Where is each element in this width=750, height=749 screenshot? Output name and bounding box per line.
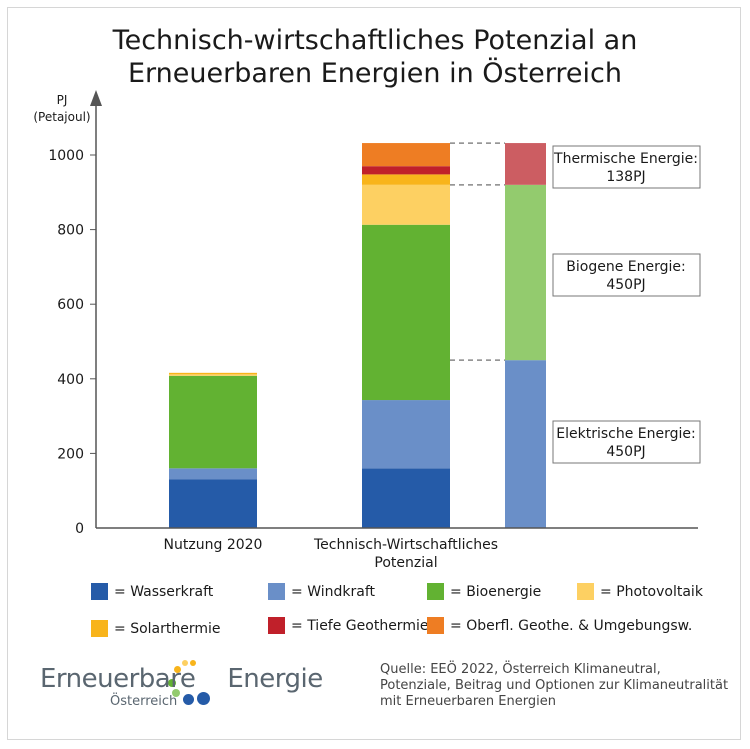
bar-segment bbox=[362, 224, 450, 401]
legend-prefix: = bbox=[450, 617, 462, 634]
logo-dot bbox=[172, 689, 180, 697]
y-tick-label: 0 bbox=[75, 521, 84, 537]
legend-item-wasserkraft: = Wasserkraft bbox=[91, 583, 213, 600]
logo-wordmark: Erneuerbare Energie bbox=[40, 664, 323, 694]
y-tick-label: 200 bbox=[57, 446, 84, 462]
logo-dot bbox=[168, 679, 176, 687]
logo-word-2: Energie bbox=[227, 664, 323, 694]
legend-label: Windkraft bbox=[307, 583, 375, 600]
chart-title: Technisch-wirtschaftliches Potenzial an … bbox=[0, 24, 750, 90]
legend-swatch bbox=[427, 583, 444, 600]
legend-swatch bbox=[577, 583, 594, 600]
bar-segment bbox=[169, 375, 257, 469]
summary-segment bbox=[505, 360, 546, 528]
legend-label: Wasserkraft bbox=[130, 583, 214, 600]
legend-prefix: = bbox=[291, 617, 303, 634]
legend-swatch bbox=[91, 583, 108, 600]
chart-frame bbox=[7, 7, 741, 740]
legend-item-oberfl-geothermie: = Oberfl. Geothe. & Umgebungsw. bbox=[427, 617, 692, 634]
legend-swatch bbox=[268, 583, 285, 600]
legend-swatch bbox=[91, 620, 108, 637]
annotation-label: Thermische Energie: bbox=[553, 151, 698, 167]
annotation-box bbox=[552, 253, 701, 297]
legend-item-photovoltaik: = Photovoltaik bbox=[577, 583, 703, 600]
legend-swatch bbox=[427, 617, 444, 634]
y-tick-label: 400 bbox=[57, 372, 84, 388]
legend-label: Photovoltaik bbox=[616, 583, 703, 600]
bar-segment bbox=[362, 400, 450, 469]
annotation-box bbox=[552, 145, 701, 189]
x-category-label: Nutzung 2020 bbox=[164, 537, 263, 553]
legend-prefix: = bbox=[291, 583, 303, 600]
logo-dot bbox=[174, 666, 181, 673]
legend-item-bioenergie: = Bioenergie bbox=[427, 583, 541, 600]
y-tick-label: 600 bbox=[57, 297, 84, 313]
title-line-2: Erneuerbaren Energien in Österreich bbox=[127, 58, 622, 89]
bar-segment bbox=[169, 374, 257, 376]
legend-prefix: = bbox=[600, 583, 612, 600]
annotation-label: Elektrische Energie: bbox=[556, 426, 695, 442]
bar-segment bbox=[362, 468, 450, 528]
annotation-label: Biogene Energie: bbox=[566, 259, 685, 275]
x-category-label: Potenzial bbox=[374, 555, 437, 571]
legend-label: Bioenergie bbox=[466, 583, 542, 600]
legend-swatch bbox=[268, 617, 285, 634]
legend-label: Solarthermie bbox=[130, 620, 221, 637]
summary-segment bbox=[505, 184, 546, 361]
y-axis-arrow bbox=[90, 90, 102, 106]
bar-segment bbox=[169, 372, 257, 375]
logo-subtitle: Österreich bbox=[110, 694, 178, 709]
bar-segment bbox=[169, 468, 257, 480]
annotation-value: 450PJ bbox=[606, 444, 645, 460]
bar-segment bbox=[169, 479, 257, 528]
legend-item-windkraft: = Windkraft bbox=[268, 583, 375, 600]
legend-label: Tiefe Geothermie bbox=[307, 617, 429, 634]
bar-segment bbox=[362, 166, 450, 175]
x-category-label: Technisch-Wirtschaftliches bbox=[313, 537, 498, 553]
y-axis-label: PJ bbox=[57, 93, 68, 107]
annotation-value: 138PJ bbox=[606, 169, 645, 185]
legend-item-tiefe-geothermie: = Tiefe Geothermie bbox=[268, 617, 428, 634]
logo-dot bbox=[190, 660, 196, 666]
y-tick-label: 1000 bbox=[48, 148, 84, 164]
logo-dot bbox=[183, 694, 194, 705]
legend-prefix: = bbox=[114, 620, 126, 637]
legend-label: Oberfl. Geothe. & Umgebungsw. bbox=[466, 617, 693, 634]
legend-item-solarthermie: = Solarthermie bbox=[91, 620, 221, 637]
bar-segment bbox=[362, 174, 450, 185]
y-axis-label: (Petajoul) bbox=[33, 110, 90, 124]
logo-dot bbox=[182, 660, 188, 666]
bar-segment bbox=[362, 143, 450, 167]
logo-dot bbox=[197, 692, 210, 705]
legend-prefix: = bbox=[450, 583, 462, 600]
logo-word-1: Erneuerbare bbox=[40, 664, 196, 694]
title-line-1: Technisch-wirtschaftliches Potenzial an bbox=[112, 25, 638, 56]
bar-segment bbox=[362, 184, 450, 225]
source-note: Quelle: EEÖ 2022, Österreich Klimaneutra… bbox=[380, 662, 729, 709]
annotation-value: 450PJ bbox=[606, 277, 645, 293]
legend-prefix: = bbox=[114, 583, 126, 600]
summary-segment bbox=[505, 143, 546, 185]
annotation-box bbox=[552, 420, 701, 464]
y-tick-label: 800 bbox=[57, 223, 84, 239]
